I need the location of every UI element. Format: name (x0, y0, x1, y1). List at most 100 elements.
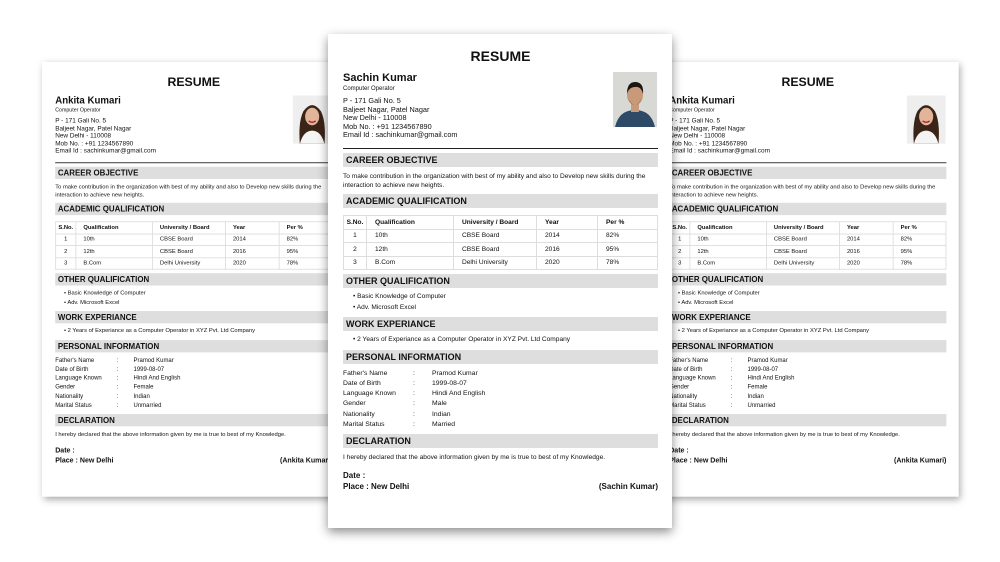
candidate-name: Ankita Kumari (669, 95, 735, 106)
table-cell: CBSE Board (453, 242, 537, 257)
info-label: Language Known (343, 390, 396, 398)
info-label: Marital Status (669, 402, 706, 409)
candidate-role: Computer Operator (669, 107, 715, 114)
table-cell: 2 (343, 242, 367, 257)
section-personal-info: PERSONAL INFORMATION (55, 339, 333, 352)
objective-text: To make contribution in the organization… (343, 173, 646, 189)
info-label: Language Known (669, 375, 716, 382)
table-cell: 2016 (536, 242, 598, 257)
info-label: Father's Name (55, 357, 95, 364)
info-label: Date of Birth (55, 366, 89, 373)
info-label: Date of Birth (343, 379, 381, 387)
other-list: Basic Knowledge of ComputerAdv. Microsof… (55, 289, 332, 307)
address-line: Email Id : sachinkumar@gmail.com (343, 130, 458, 140)
candidate-role: Computer Operator (343, 86, 395, 92)
table-cell: 95% (597, 242, 658, 257)
info-label: Gender (343, 400, 366, 408)
section-other-qualification: OTHER QUALIFICATION (669, 273, 947, 286)
list-item: 2 Years of Experiance as a Computer Oper… (353, 335, 658, 346)
column-header: Year (839, 221, 894, 235)
section-academic: ACADEMIC QUALIFICATION (343, 194, 658, 208)
resume-heading: RESUME (781, 74, 835, 89)
section-career-objective: CAREER OBJECTIVE (669, 166, 947, 180)
address-line: Baljeet Nagar, Patel Nagar (343, 104, 430, 114)
info-value: Indian (133, 393, 150, 400)
info-label: Date of Birth (669, 366, 703, 373)
table-cell: 3 (55, 256, 77, 270)
column-header: University / Board (453, 215, 537, 230)
table-cell: 10th (689, 233, 767, 246)
info-row: Date of Birth: 1999-08-07 (669, 365, 946, 374)
info-colon: : (413, 379, 415, 387)
list-item: 2 Years of Experiance as a Computer Oper… (678, 327, 946, 336)
table-cell: 12th (75, 245, 153, 258)
info-label: Marital Status (343, 420, 385, 428)
info-row: Father's Name: Pramod Kumar (55, 356, 332, 365)
table-cell: B.Com (366, 255, 454, 270)
address-line: Email Id : sachinkumar@gmail.com (55, 146, 156, 155)
column-header: Year (225, 221, 280, 235)
section-personal-info: PERSONAL INFORMATION (343, 349, 658, 364)
place-label: Place : New Delhi (343, 482, 410, 492)
table-cell: 2014 (839, 233, 894, 246)
section-career-objective: CAREER OBJECTIVE (343, 153, 658, 167)
table-cell: 78% (892, 256, 947, 270)
table-cell: CBSE Board (152, 233, 226, 246)
info-label: Father's Name (669, 357, 709, 364)
list-item: 2 Years of Experiance as a Computer Oper… (64, 327, 332, 336)
info-value: Hindi And English (747, 375, 795, 382)
table-cell: 1 (669, 233, 691, 246)
info-label: Gender (55, 384, 76, 391)
info-row: Date of Birth: 1999-08-07 (55, 365, 332, 374)
info-value: Male (432, 400, 447, 408)
info-row: Gender: Male (343, 399, 658, 409)
section-declaration: DECLARATION (55, 414, 333, 427)
info-label: Marital Status (55, 402, 92, 409)
info-value: Female (133, 384, 154, 391)
table-header-row: S.No. Qualification University / Board Year… (343, 215, 658, 230)
signature-name: (Sachin Kumar) (598, 482, 658, 492)
address-line: New Delhi - 110008 (343, 113, 407, 123)
info-value: Indian (747, 393, 764, 400)
academic-table: S.No. Qualification University / Board Year… (55, 221, 333, 270)
table-cell: 2020 (536, 255, 598, 270)
candidate-name: Sachin Kumar (343, 72, 417, 84)
list-item: Adv. Microsoft Excel (353, 303, 658, 314)
table-row: 1 10th CBSE Board 2014 82% (343, 228, 658, 243)
table-cell: 95% (278, 245, 333, 258)
info-value: Hindi And English (133, 375, 181, 382)
info-value: Female (747, 384, 768, 391)
table-cell: CBSE Board (766, 233, 840, 246)
address-line: Baljeet Nagar, Patel Nagar (669, 124, 746, 133)
info-row: Marital Status: Married (343, 420, 658, 430)
info-value: Pramod Kumar (747, 357, 788, 364)
table-cell: 2020 (839, 256, 894, 270)
info-value: Unmarried (133, 402, 162, 409)
resume-page-left: RESUME Ankita Kumari Computer Operator P - … (42, 62, 345, 497)
info-label: Language Known (55, 375, 102, 382)
info-value: Unmarried (747, 402, 776, 409)
place-label: Place : New Delhi (669, 456, 728, 465)
female-portrait-photo (906, 95, 946, 144)
section-academic: ACADEMIC QUALIFICATION (669, 202, 947, 216)
info-label: Nationality (669, 393, 698, 400)
other-list: Basic Knowledge of ComputerAdv. Microsof… (343, 292, 658, 313)
list-item: Basic Knowledge of Computer (353, 292, 658, 303)
address-line: Mob No. : +91 1234567890 (55, 139, 134, 148)
table-row: 3 B.Com Delhi University 2020 78% (343, 255, 658, 270)
section-declaration: DECLARATION (343, 434, 658, 449)
personal-info: Father's Name: Pramod Kumar Date of Birth:… (55, 356, 332, 410)
section-work-experience: WORK EXPERIANCE (669, 311, 947, 324)
table-cell: 1 (343, 228, 367, 243)
table-row: 1 10th CBSE Board 2014 82% (55, 233, 333, 246)
info-row: Gender: Female (669, 384, 946, 393)
address-line: P - 171 Gali No. 5 (55, 116, 107, 125)
info-colon: : (730, 366, 733, 373)
resume-heading: RESUME (167, 74, 221, 89)
info-row: Nationality: Indian (55, 393, 332, 402)
academic-table: S.No. Qualification University / Board Year… (343, 215, 658, 270)
column-header: S.No. (669, 221, 691, 235)
table-row: 1 10th CBSE Board 2014 82% (669, 233, 947, 246)
table-header-row: S.No. Qualification University / Board Year… (55, 221, 333, 235)
info-row: Language Known: Hindi And English (55, 374, 332, 383)
